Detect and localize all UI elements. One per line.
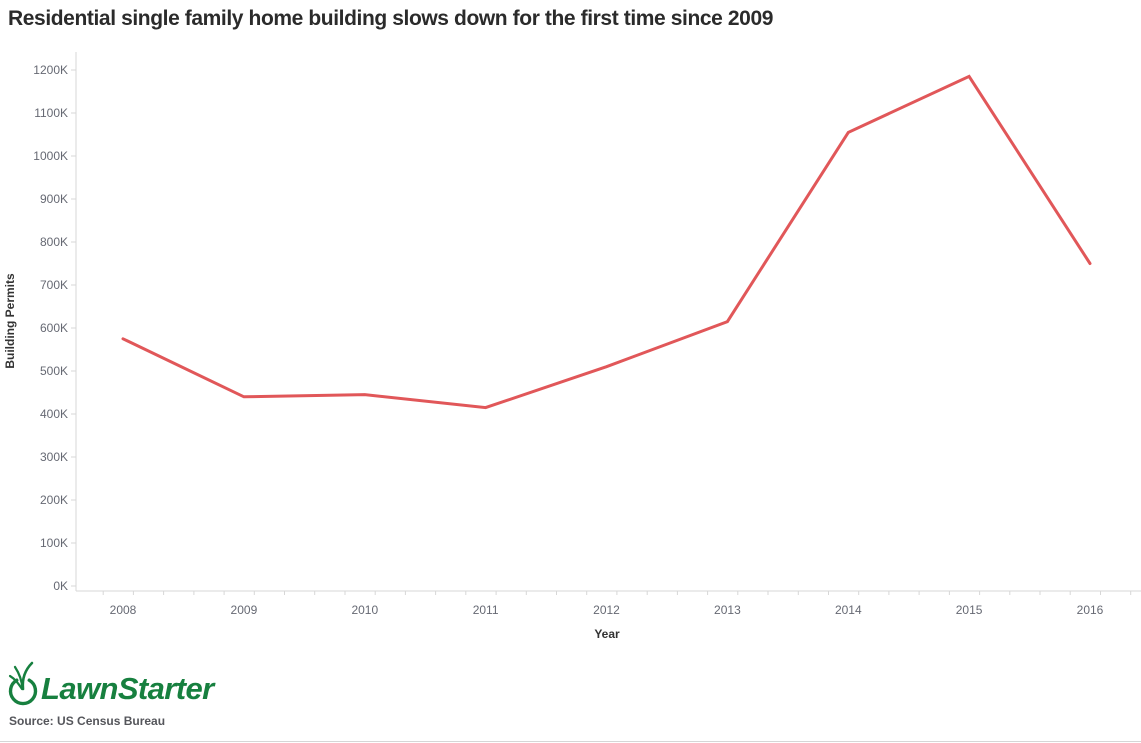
y-tick-label: 200K <box>40 493 68 507</box>
y-axis-title: Building Permits <box>3 273 17 369</box>
y-tick-label: 900K <box>40 192 68 206</box>
x-axis-title: Year <box>594 627 620 641</box>
x-tick-label: 2015 <box>956 603 983 617</box>
source-value: US Census Bureau <box>53 714 166 728</box>
lawnstarter-grass-icon <box>8 661 38 706</box>
lawnstarter-logo: LawnStarter <box>6 660 214 708</box>
y-tick-label: 1000K <box>33 149 68 163</box>
x-tick-label: 2014 <box>835 603 862 617</box>
source-note: Source: US Census Bureau <box>9 714 165 728</box>
x-tick-label: 2010 <box>351 603 378 617</box>
y-tick-label: 800K <box>40 235 68 249</box>
logo-wordmark: LawnStarter <box>41 671 214 706</box>
page-title: Residential single family home building … <box>8 7 774 30</box>
y-tick-label: 1200K <box>33 63 68 77</box>
x-tick-label: 2012 <box>593 603 620 617</box>
y-tick-label: 600K <box>40 321 68 335</box>
x-tick-label: 2013 <box>714 603 741 617</box>
bottom-divider <box>0 741 1141 742</box>
y-tick-label: 500K <box>40 364 68 378</box>
y-tick-label: 700K <box>40 278 68 292</box>
x-tick-label: 2008 <box>110 603 137 617</box>
y-tick-label: 1100K <box>34 106 68 120</box>
source-label: Source: <box>9 714 54 728</box>
y-tick-label: 0K <box>53 579 68 593</box>
x-tick-label: 2016 <box>1077 603 1104 617</box>
x-tick-label: 2011 <box>473 603 499 617</box>
building-permits-line-series <box>121 74 1092 410</box>
y-tick-label: 300K <box>40 450 68 464</box>
x-tick-label: 2009 <box>231 603 258 617</box>
y-tick-label: 100K <box>40 536 68 550</box>
y-tick-label: 400K <box>40 407 68 421</box>
